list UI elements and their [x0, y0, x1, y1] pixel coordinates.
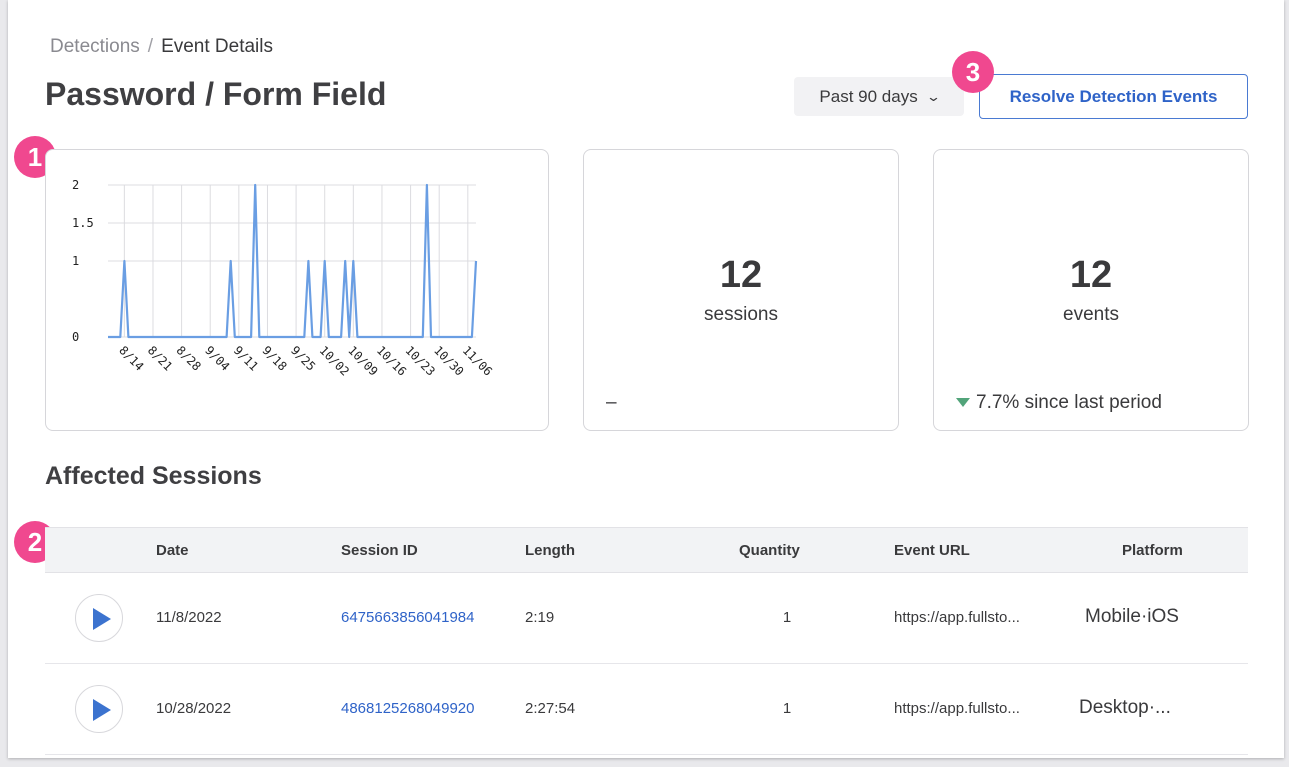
events-chart-card: 0 1 1.5 2 8/14 8/21 8/28 9/04 9/11 9/18 9/25 10/02 1…: [45, 149, 549, 431]
x-tick-label: 9/18: [259, 343, 289, 373]
y-tick-label: 1: [72, 254, 79, 268]
y-tick-label: 1.5: [72, 216, 94, 230]
x-tick-label: 9/11: [231, 343, 261, 373]
play-icon: [93, 699, 111, 721]
breadcrumb: Detections / Event Details: [50, 36, 273, 58]
callout-marker-3: 3: [952, 51, 994, 93]
events-count: 12: [1069, 254, 1113, 296]
events-trend-text: 7.7% since last period: [976, 392, 1162, 413]
sessions-count: 12: [719, 254, 763, 296]
x-tick-label: 10/09: [345, 343, 380, 378]
play-session-button[interactable]: [75, 594, 123, 642]
session-id-link[interactable]: 6475663856041984: [341, 609, 475, 626]
row-platform: Desktop·...: [1079, 697, 1171, 718]
play-icon: [93, 608, 111, 630]
row-event-url: https://app.fullsto...: [894, 700, 1020, 717]
x-tick-label: 8/14: [116, 343, 146, 373]
row-date: 11/8/2022: [156, 609, 222, 626]
series-line: [108, 183, 478, 339]
sessions-trend: –: [606, 392, 617, 413]
x-tick-label: 8/21: [145, 343, 175, 373]
affected-sessions-table: Date Session ID Length Quantity Event UR…: [45, 527, 1248, 755]
table-row[interactable]: 11/8/2022 6475663856041984 2:19 1 https:…: [45, 573, 1248, 664]
chevron-down-icon: ⌄: [925, 88, 941, 104]
events-trend: 7.7% since last period: [956, 392, 1162, 414]
x-tick-label: 9/04: [202, 343, 232, 373]
x-tick-label: 10/30: [431, 343, 466, 378]
y-tick-label: 2: [72, 178, 79, 192]
play-session-button[interactable]: [75, 685, 123, 733]
x-tick-label: 9/25: [288, 343, 318, 373]
y-tick-label: 0: [72, 330, 79, 344]
column-header-platform[interactable]: Platform: [1122, 542, 1183, 559]
row-quantity: 1: [782, 609, 792, 626]
table-header: Date Session ID Length Quantity Event UR…: [45, 527, 1248, 573]
column-header-session-id[interactable]: Session ID: [341, 542, 418, 559]
breadcrumb-separator: /: [147, 36, 154, 57]
column-header-length[interactable]: Length: [525, 542, 575, 559]
resolve-detection-events-button[interactable]: Resolve Detection Events: [979, 74, 1248, 119]
column-header-event-url[interactable]: Event URL: [894, 542, 970, 559]
row-length: 2:19: [525, 609, 555, 626]
column-header-quantity[interactable]: Quantity: [739, 542, 800, 559]
row-date: 10/28/2022: [156, 700, 232, 717]
sessions-label: sessions: [704, 304, 778, 325]
x-tick-label: 8/28: [173, 343, 203, 373]
column-header-date[interactable]: Date: [156, 542, 189, 559]
events-stat-card: 12 events 7.7% since last period: [933, 149, 1249, 431]
table-row[interactable]: 10/28/2022 4868125268049920 2:27:54 1 ht…: [45, 664, 1248, 755]
triangle-down-icon: [956, 398, 970, 408]
events-label: events: [1063, 304, 1119, 325]
x-tick-label: 10/16: [374, 343, 409, 378]
row-platform: Mobile·iOS: [1085, 606, 1179, 627]
x-tick-label: 11/06: [460, 343, 495, 378]
row-event-url: https://app.fullsto...: [894, 609, 1020, 626]
row-quantity: 1: [782, 700, 792, 717]
breadcrumb-current: Event Details: [161, 36, 274, 57]
page-title: Password / Form Field: [45, 76, 387, 112]
x-tick-label: 10/23: [402, 343, 437, 378]
events-line-chart: 011.528/148/218/289/049/119/189/2510/021…: [72, 178, 495, 379]
affected-sessions-title: Affected Sessions: [45, 462, 262, 490]
row-length: 2:27:54: [525, 700, 576, 717]
session-id-link[interactable]: 4868125268049920: [341, 700, 475, 717]
date-range-select[interactable]: Past 90 days ⌄: [794, 77, 964, 116]
date-range-label: Past 90 days: [819, 86, 918, 106]
breadcrumb-parent[interactable]: Detections: [50, 36, 140, 57]
sessions-stat-card: 12 sessions –: [583, 149, 899, 431]
x-tick-label: 10/02: [317, 343, 352, 378]
